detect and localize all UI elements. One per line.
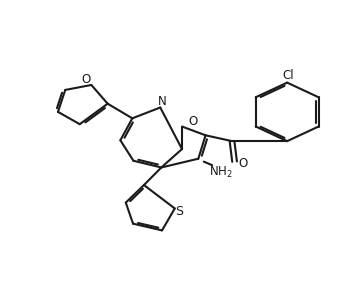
Text: NH$_2$: NH$_2$ — [209, 165, 233, 180]
Text: O: O — [188, 115, 198, 128]
Text: O: O — [238, 158, 247, 171]
Text: N: N — [158, 95, 166, 108]
Text: Cl: Cl — [282, 69, 294, 82]
Text: O: O — [81, 73, 91, 86]
Text: S: S — [175, 206, 183, 218]
